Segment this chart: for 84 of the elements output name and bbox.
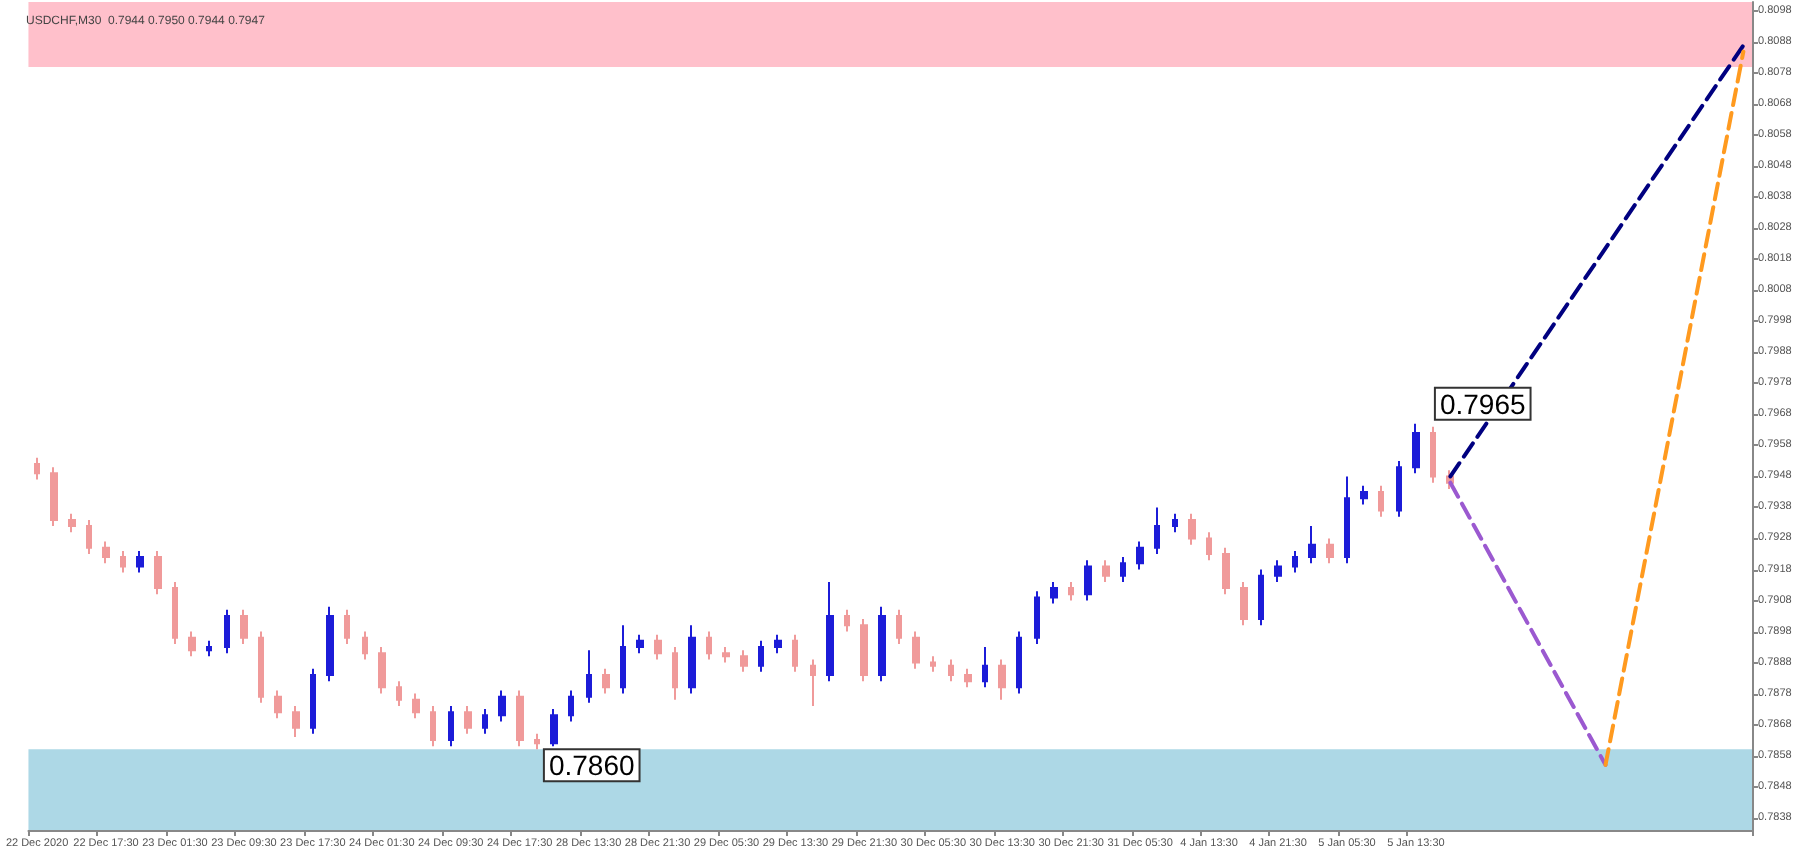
candlestick [120,549,126,574]
candlestick [1258,568,1264,627]
candlestick [1172,512,1178,534]
candlestick [1360,484,1368,506]
candlestick [636,633,644,655]
candlestick [1084,559,1092,602]
candlestick [362,630,368,661]
candlestick [602,667,610,695]
candlestick [1222,546,1230,596]
candlestick [430,704,436,748]
candlestick [498,689,506,723]
candlestick [292,704,300,738]
candlestick [1274,559,1282,583]
candlestick [1344,475,1350,565]
candlestick [310,667,316,735]
candlestick [1034,590,1040,645]
candlestick [722,646,730,664]
candlestick [378,646,386,695]
annotation: 0.7860 [548,749,635,782]
candlestick [1050,580,1058,605]
candlestick [792,633,798,673]
candlestick [396,680,402,707]
candlestick [274,689,282,720]
candlestick [34,456,40,481]
candlestick [1326,537,1334,565]
candlestick [188,630,196,658]
candlestick [964,667,972,689]
candlestick [896,608,902,645]
candlestick [1378,484,1384,518]
candlestick [844,608,850,633]
candlestick [1412,422,1420,475]
candlestick [1068,580,1074,602]
candlestick [568,689,574,723]
candlestick [258,630,264,704]
candlestick [464,704,472,735]
candlestick [982,646,988,689]
candlestick [586,649,592,704]
candlestick [550,708,558,748]
candlestick [448,704,454,748]
candlestick [412,692,420,720]
candlestick [344,608,350,645]
candlestick [172,580,178,645]
candlestick [740,649,748,673]
candlestick [1206,531,1212,562]
candlestick [620,624,626,695]
candlestick [688,624,696,695]
candlestick [1430,425,1436,484]
candlestick [1292,549,1298,574]
candlestick [534,732,540,751]
candlestick [50,466,58,528]
candlestick [482,708,488,735]
candlestick [1308,525,1316,565]
candlestick [206,639,212,658]
candlestick [774,633,782,655]
candlestick [516,689,524,748]
candlestick [1240,580,1248,627]
candlestick [86,518,92,555]
candlestick [224,608,230,655]
candlestick [102,540,110,565]
candlestick [672,646,678,701]
candlestick [1396,459,1402,518]
candlestick [758,639,764,673]
candlestick [240,608,248,645]
candlestick [1102,559,1110,583]
candlestick [930,655,936,673]
candlestick [1188,512,1196,546]
candlestick [1016,630,1022,695]
candlestick [154,549,162,596]
candlestick [998,658,1006,701]
candlestick [654,633,662,661]
candlestick [912,630,920,670]
candlestick [1154,506,1160,555]
candlestick [826,580,834,683]
candlestick [326,605,334,683]
candlestick [860,618,868,683]
annotation: 0.7965 [1439,387,1526,420]
candlestick [810,658,816,707]
candlestick [706,630,712,661]
candlestick [68,512,76,534]
candlestick [1136,540,1144,571]
candlestick [878,605,886,683]
candlestick [136,549,144,574]
candlestick [1120,556,1126,583]
candlestick [948,658,954,683]
